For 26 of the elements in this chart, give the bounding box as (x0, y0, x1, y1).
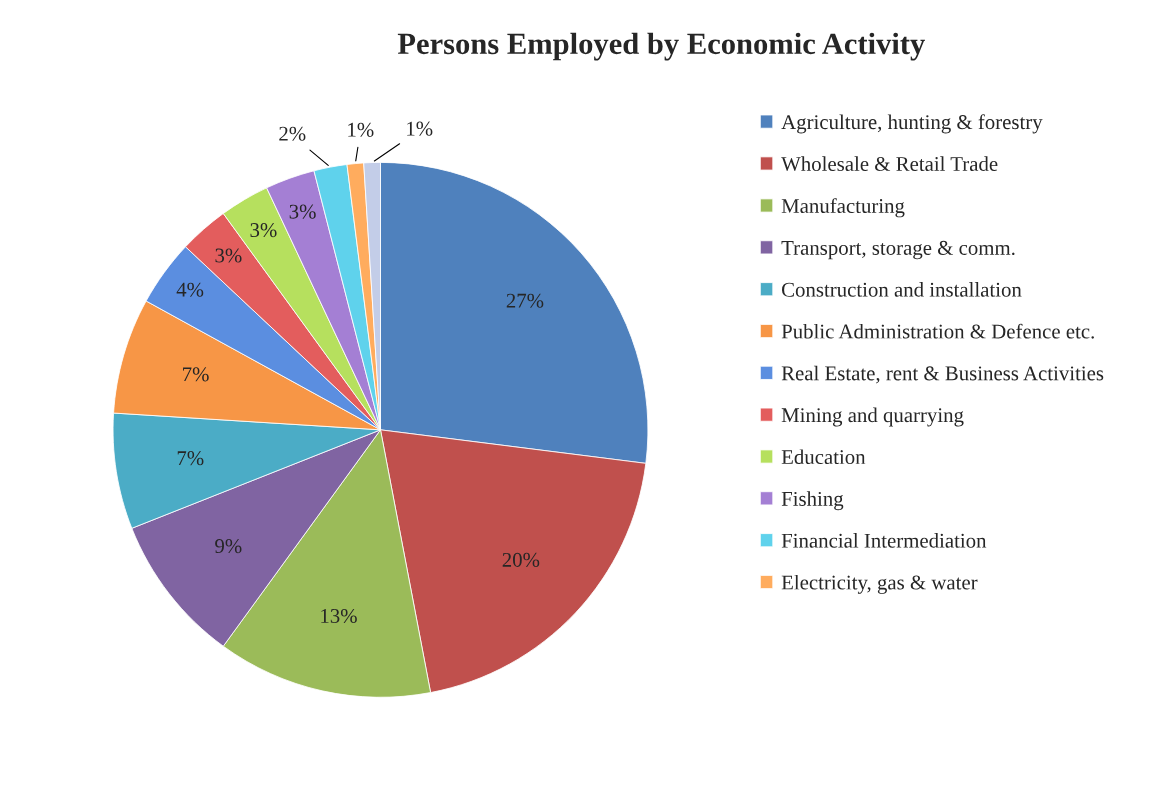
data-label: 3% (289, 204, 316, 219)
data-label: 13% (321, 608, 357, 624)
data-label: 9% (215, 539, 242, 554)
legend-label: Agriculture, hunting & forestry (781, 114, 1043, 134)
data-label: 3% (250, 223, 277, 238)
legend-label: Public Administration & Defence etc. (781, 323, 1094, 339)
legend-label: Real Estate, rent & Business Activities (781, 365, 1104, 384)
data-label: 7% (177, 451, 204, 466)
legend-label: Financial Intermediation (781, 533, 987, 548)
data-label: 4% (176, 282, 204, 297)
legend-label: Construction and installation (782, 282, 1022, 297)
legend-label: Transport, storage & comm. (781, 240, 1015, 260)
data-label: 20% (502, 552, 540, 567)
data-label: 1% (348, 122, 374, 137)
legend-label: Education (781, 449, 866, 465)
legend-label: Manufacturing (781, 198, 905, 218)
legend-label: Mining and quarrying (781, 407, 964, 427)
data-label: 27% (506, 293, 544, 308)
data-label: 3% (215, 248, 242, 263)
data-label: 1% (407, 121, 433, 136)
data-label: 2% (279, 126, 306, 141)
legend-label: Fishing (781, 491, 844, 511)
data-label: 7% (183, 367, 209, 382)
legend-label: Wholesale & Retail Trade (781, 156, 998, 172)
chart-title: Persons Employed by Economic Activity (397, 32, 925, 61)
legend-label: Electricity, gas & water (781, 574, 978, 594)
